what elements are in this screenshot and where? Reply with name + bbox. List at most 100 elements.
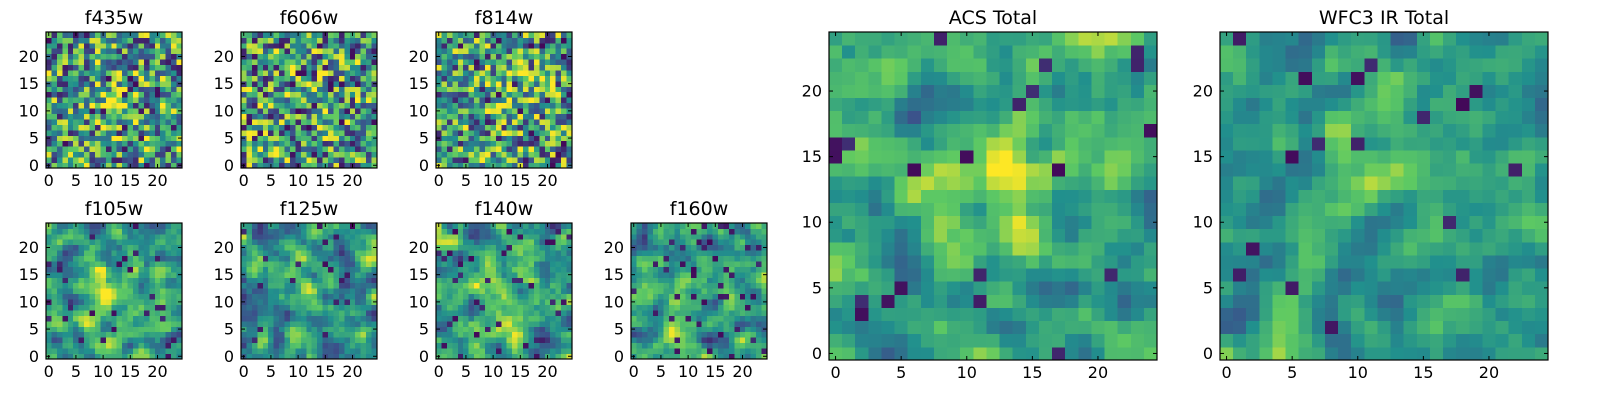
heatmap-cell — [149, 37, 156, 44]
heatmap-cell — [723, 299, 730, 305]
heatmap-cell — [533, 80, 540, 87]
heatmap-cell — [842, 294, 856, 308]
heatmap-cell — [452, 119, 459, 125]
heatmap-cell — [344, 266, 351, 273]
heatmap-cell — [251, 135, 258, 142]
heatmap-cell — [484, 102, 491, 109]
heatmap-cell — [349, 282, 356, 289]
heatmap-cell — [707, 271, 713, 278]
heatmap-cell — [262, 250, 269, 257]
heatmap-cell — [474, 239, 480, 246]
heatmap-cell — [317, 70, 323, 76]
heatmap-cell — [333, 108, 340, 114]
heatmap-cell — [674, 261, 681, 267]
heatmap-cell — [133, 64, 139, 71]
heatmap-cell — [647, 239, 654, 246]
heatmap-cell — [479, 239, 486, 246]
heatmap-cell — [528, 310, 535, 316]
heatmap-cell — [512, 233, 518, 240]
heatmap-cell — [279, 32, 285, 38]
heatmap-cell — [734, 348, 741, 354]
heatmap-cell — [663, 255, 670, 262]
heatmap-cell — [506, 250, 513, 257]
heatmap-cell — [973, 320, 987, 335]
heatmap-cell — [360, 97, 367, 104]
heatmap-cell — [756, 293, 762, 300]
heatmap-cell — [679, 271, 686, 278]
heatmap-cell — [322, 326, 329, 333]
heatmap-cell — [284, 75, 291, 82]
heatmap-cell — [533, 32, 540, 38]
heatmap-cell — [512, 299, 518, 305]
heatmap-cells — [631, 223, 768, 360]
heatmap-cell — [289, 113, 296, 120]
heatmap-cell — [251, 244, 258, 251]
heatmap-cell — [273, 266, 280, 273]
heatmap-cell — [652, 326, 659, 333]
heatmap-cell — [289, 53, 296, 60]
heatmap-cell — [56, 80, 63, 87]
heatmap-cell — [56, 42, 63, 49]
heatmap-cell — [484, 282, 491, 289]
heatmap-cell — [495, 326, 502, 333]
heatmap-cell — [306, 337, 313, 344]
heatmap-cell — [116, 75, 123, 82]
heatmap-cell — [696, 255, 703, 262]
heatmap-cell — [550, 70, 557, 76]
heatmap-cell — [1130, 163, 1145, 177]
heatmap-cell — [328, 293, 334, 300]
heatmap-cell — [306, 37, 313, 44]
heatmap-cell — [284, 157, 291, 163]
heatmap-cell — [344, 113, 351, 120]
heatmap-cell — [306, 304, 313, 311]
heatmap-cell — [360, 228, 367, 235]
heatmap-cell — [707, 261, 713, 267]
heatmap-cell — [84, 53, 90, 60]
heatmap-cell — [566, 348, 573, 354]
heatmap-cell — [317, 151, 323, 158]
heatmap-cell — [257, 102, 264, 109]
heatmap-cell — [67, 299, 74, 305]
heatmap-cell — [127, 315, 134, 322]
heatmap-cell — [160, 42, 167, 49]
heatmap-cell — [679, 331, 686, 338]
heatmap-cell — [251, 266, 258, 273]
heatmap-cell — [829, 241, 843, 256]
y-tick-label: 0 — [29, 156, 39, 175]
heatmap-cell — [555, 266, 562, 273]
heatmap-cell — [842, 307, 856, 322]
heatmap-cell — [149, 348, 156, 354]
heatmap-cell — [463, 271, 470, 278]
heatmap-cell — [1130, 294, 1145, 308]
heatmap-cell — [371, 239, 378, 246]
heatmap-cell — [116, 288, 123, 295]
heatmap-cell — [46, 348, 52, 354]
heatmap-cell — [452, 75, 459, 82]
heatmap-cell — [111, 113, 118, 120]
heatmap-cell — [51, 223, 58, 229]
heatmap-cell — [138, 135, 145, 142]
heatmap-cell — [517, 157, 524, 163]
heatmap-cell — [658, 261, 665, 267]
heatmap-cell — [446, 108, 453, 114]
heatmap-cell — [907, 281, 922, 295]
heatmap-cell — [463, 59, 470, 66]
heatmap-cell — [441, 32, 448, 38]
heatmap-cell — [756, 261, 762, 267]
heatmap-cell — [78, 91, 85, 98]
heatmap-cell — [133, 239, 139, 246]
heatmap-cell — [328, 70, 334, 76]
heatmap-cell — [441, 331, 448, 338]
heatmap-cell — [868, 163, 882, 177]
heatmap-cell — [528, 244, 535, 251]
heatmap-cell — [73, 299, 80, 305]
heatmap-cell — [436, 293, 442, 300]
heatmap-cell — [1038, 228, 1053, 243]
heatmap-cell — [512, 102, 518, 109]
heatmap-cell — [116, 86, 123, 93]
heatmap-cell — [842, 176, 856, 190]
heatmap-cell — [138, 162, 145, 169]
heatmap-cell — [89, 244, 96, 251]
heatmap-cell — [550, 48, 557, 55]
heatmap-cell — [322, 342, 329, 349]
